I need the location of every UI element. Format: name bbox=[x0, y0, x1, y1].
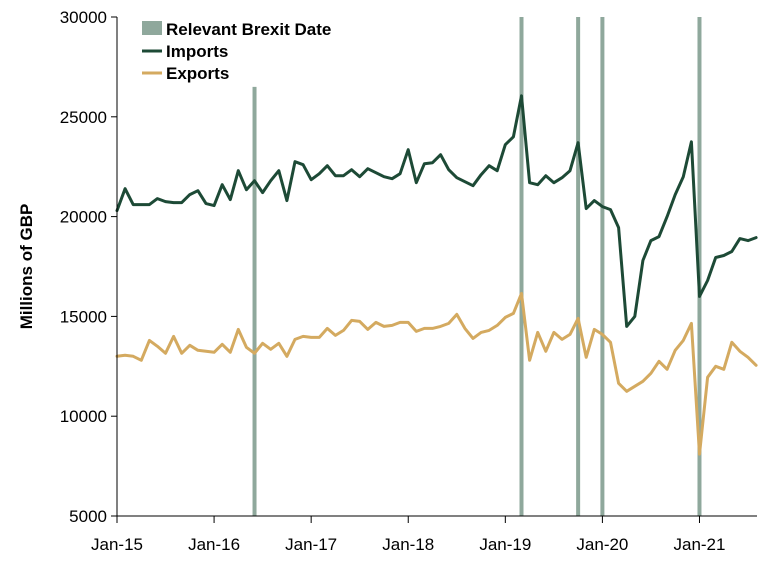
y-tick-label: 15000 bbox=[60, 307, 107, 326]
x-tick-label: Jan-18 bbox=[382, 535, 434, 554]
series-line-imports bbox=[115, 94, 758, 328]
y-tick-label: 20000 bbox=[60, 208, 107, 227]
y-tick-labels: 5000 10000 15000 20000 25000 30000 bbox=[60, 8, 107, 526]
y-tick-label: 10000 bbox=[60, 407, 107, 426]
legend-swatch-brexit-date bbox=[142, 21, 162, 35]
x-tick-labels: Jan-15 Jan-16 Jan-17 Jan-18 Jan-19 Jan-20 Jan-… bbox=[91, 535, 725, 554]
legend: Relevant Brexit Date Imports Exports bbox=[142, 20, 331, 83]
x-tick-label: Jan-21 bbox=[673, 535, 725, 554]
x-tick-label: Jan-20 bbox=[576, 535, 628, 554]
x-tick-label: Jan-16 bbox=[188, 535, 240, 554]
y-axis-title: Millions of GBP bbox=[17, 204, 36, 330]
legend-label-imports: Imports bbox=[166, 42, 228, 61]
y-tick-label: 30000 bbox=[60, 8, 107, 27]
y-tick-label: 5000 bbox=[69, 507, 107, 526]
legend-label-exports: Exports bbox=[166, 64, 229, 83]
brexit-date-markers bbox=[252, 17, 702, 516]
y-tick-label: 25000 bbox=[60, 108, 107, 127]
legend-label-brexit-date: Relevant Brexit Date bbox=[166, 20, 331, 39]
axes bbox=[111, 16, 757, 523]
x-tick-label: Jan-19 bbox=[479, 535, 531, 554]
x-tick-label: Jan-15 bbox=[91, 535, 143, 554]
x-tick-label: Jan-17 bbox=[285, 535, 337, 554]
series-line-exports bbox=[115, 291, 758, 456]
series-lines bbox=[115, 94, 758, 456]
